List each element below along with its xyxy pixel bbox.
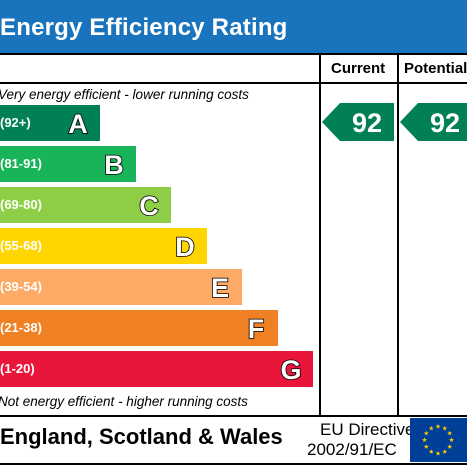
footer-top-rule: [0, 415, 467, 417]
eu-flag-star: [435, 423, 441, 429]
band-bar-g: (1-20) G: [0, 351, 313, 387]
eu-flag-star: [447, 430, 453, 436]
eu-flag-icon: [410, 418, 467, 462]
svg-text:A: A: [68, 109, 88, 139]
band-letter-d: D: [174, 231, 195, 263]
svg-text:C: C: [139, 191, 159, 221]
header-bar: [0, 0, 467, 53]
frame-top-rule: [0, 53, 467, 55]
svg-text:B: B: [104, 150, 124, 180]
eu-directive-number: 2002/91/EC: [307, 440, 397, 459]
band-letter-g: G: [280, 354, 303, 386]
potential-indicator-arrow: [400, 103, 467, 141]
band-letter-f: F: [246, 313, 264, 345]
svg-text:G: G: [280, 355, 301, 385]
eu-flag-star: [428, 425, 434, 431]
eu-flag-star: [442, 425, 448, 431]
band-bar-b: (81-91) B: [0, 146, 136, 182]
band-range-g: (1-20): [0, 361, 35, 376]
band-range-e: (39-54): [0, 279, 42, 294]
current-indicator-arrow: [322, 103, 394, 141]
potential-rating-value: 92: [430, 108, 460, 138]
column-header-current: Current: [331, 60, 386, 77]
band-bar-d: (55-68) D: [0, 228, 207, 264]
eu-flag-star: [442, 449, 448, 454]
eu-flag-star: [449, 437, 454, 443]
current-rating-indicator: 92: [322, 103, 394, 141]
band-bar-e: (39-54) E: [0, 269, 242, 305]
header-bottom-rule: [0, 82, 467, 84]
bottom-note: Not energy efficient - higher running co…: [0, 394, 248, 409]
chart-title: Energy Efficiency Rating: [0, 14, 288, 41]
eu-flag-star: [423, 444, 429, 449]
band-bar-c: (69-80) C: [0, 187, 171, 223]
svg-text:D: D: [175, 232, 195, 262]
band-bar-a: (92+) A: [0, 105, 100, 141]
band-letter-b: B: [103, 149, 124, 181]
svg-text:F: F: [247, 314, 264, 344]
band-range-c: (69-80): [0, 197, 42, 212]
band-bar-f: (21-38) F: [0, 310, 278, 346]
band-range-f: (21-38): [0, 320, 42, 335]
band-range-b: (81-91): [0, 156, 42, 171]
frame-bottom-rule: [0, 463, 467, 465]
eu-flag-star: [422, 437, 427, 443]
top-note: Very energy efficient - lower running co…: [0, 87, 249, 102]
band-range-d: (55-68): [0, 238, 42, 253]
band-letter-c: C: [138, 190, 159, 222]
potential-rating-indicator: 92: [400, 103, 467, 141]
eu-flag-star: [447, 444, 453, 449]
band-letter-e: E: [210, 272, 230, 304]
band-range-a: (92+): [0, 115, 31, 130]
divider-potential: [397, 53, 399, 415]
divider-current: [319, 53, 321, 415]
eu-flag-star: [423, 430, 429, 436]
eu-flag-star: [435, 450, 441, 456]
eu-flag-star: [428, 449, 434, 454]
footer-country: England, Scotland & Wales: [0, 424, 283, 449]
column-header-potential: Potential: [404, 60, 467, 77]
band-letter-a: A: [67, 108, 88, 140]
eu-directive-label: EU Directive: [320, 420, 415, 439]
current-rating-value: 92: [352, 108, 382, 138]
svg-text:E: E: [211, 273, 229, 303]
